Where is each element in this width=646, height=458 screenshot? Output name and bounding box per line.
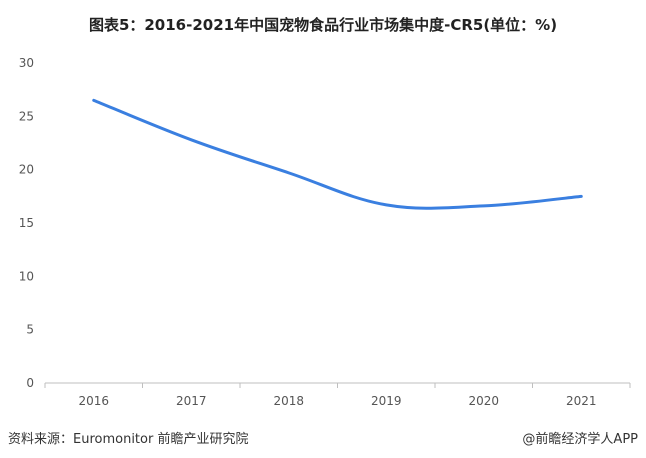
series-layer <box>92 98 583 210</box>
y-tick-label: 20 <box>19 163 34 177</box>
x-axis: 2016 2017 2018 2019 2020 2021 <box>44 383 631 408</box>
x-tick-label: 2018 <box>273 394 304 408</box>
y-axis: 0 5 10 15 20 25 30 <box>19 56 34 390</box>
y-tick-label: 5 <box>26 323 34 337</box>
y-tick-label: 25 <box>19 109 34 123</box>
y-tick-label: 0 <box>26 376 34 390</box>
brand-note: @前瞻经济学人APP <box>522 432 638 447</box>
x-tick-label: 2019 <box>371 394 402 408</box>
line-chart: 0 5 10 15 20 25 30 2016 2017 2018 2019 2020 2021 <box>19 56 631 408</box>
y-tick-label: 15 <box>19 216 34 230</box>
x-tick-label: 2017 <box>176 394 207 408</box>
source-note: 资料来源：Euromonitor 前瞻产业研究院 <box>8 432 249 447</box>
y-tick-label: 10 <box>19 269 34 283</box>
chart-title: 图表5：2016-2021年中国宠物食品行业市场集中度-CR5(单位：%) <box>88 16 558 34</box>
x-tick-label: 2020 <box>468 394 499 408</box>
x-tick-label: 2016 <box>78 394 109 408</box>
series-line-0 <box>92 98 583 210</box>
y-tick-label: 30 <box>19 56 34 70</box>
x-tick-label: 2021 <box>566 394 597 408</box>
